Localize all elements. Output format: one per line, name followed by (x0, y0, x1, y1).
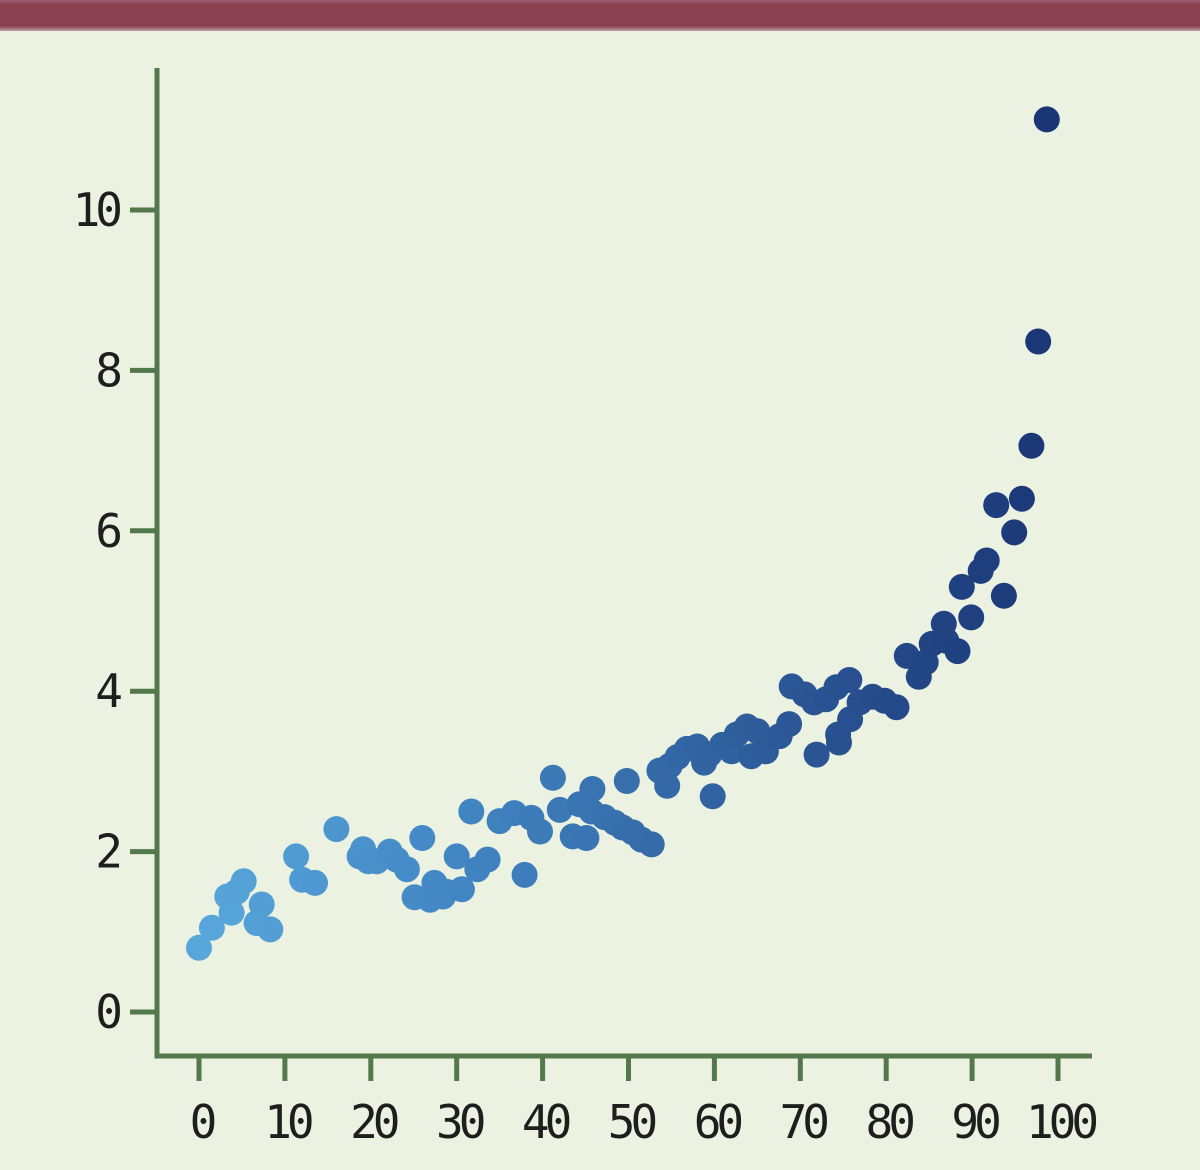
scatter-point (776, 711, 803, 738)
x-tick-label: 70 (780, 1095, 828, 1149)
x-tick-label: 50 (608, 1095, 656, 1149)
scatter-point (948, 573, 975, 600)
scatter-point (654, 772, 681, 799)
scatter-point (257, 916, 284, 943)
scatter-point (323, 816, 350, 843)
scatter-point (527, 818, 553, 845)
scatter-point (944, 638, 971, 665)
scatter-point (744, 718, 771, 745)
scatter-point (573, 825, 600, 851)
scatter-point (458, 798, 485, 825)
scatter-point (1008, 485, 1035, 512)
scatter-point (613, 768, 640, 794)
scatter-point (958, 604, 985, 631)
x-tick-label: 40 (522, 1095, 570, 1149)
scatter-point (283, 843, 310, 870)
y-tick-label: 6 (95, 504, 120, 558)
y-tick-label: 10 (73, 183, 121, 237)
y-tick-label: 2 (95, 825, 119, 879)
scatter-point (409, 825, 436, 851)
scatter-point (393, 856, 420, 883)
scatter-point (474, 846, 501, 873)
axis-ticks (130, 207, 1061, 1081)
y-tick-label: 4 (95, 664, 121, 718)
x-tick-label: 60 (694, 1095, 742, 1149)
scatter-point (186, 934, 212, 961)
scatter-point (248, 891, 275, 918)
scatter-point (836, 667, 863, 693)
scatter-point (539, 764, 566, 791)
scatter-point (230, 868, 257, 895)
axes (154, 68, 1092, 1059)
scatter-point (983, 492, 1010, 519)
scatter-point (973, 547, 1000, 574)
scatter-point (302, 869, 328, 896)
scatter-point (448, 876, 475, 903)
scatter-point (198, 914, 225, 941)
scatter-point (1025, 328, 1052, 355)
scatter-point (990, 582, 1017, 609)
top-accent-bar (0, 0, 1200, 31)
x-tick-label: 80 (866, 1095, 914, 1149)
scatter-point (218, 899, 245, 926)
scatter-point (699, 783, 726, 810)
x-tick-label: 90 (951, 1095, 999, 1149)
y-tick-label: 0 (95, 985, 120, 1039)
scatter-point (1001, 519, 1028, 546)
scatter-point (511, 861, 538, 888)
scatter-point (803, 741, 830, 768)
scatter-point (579, 776, 606, 802)
scatter-point (1018, 432, 1045, 459)
scatter-point (1033, 106, 1060, 133)
scatter-point (546, 796, 573, 823)
x-tick-label: 30 (436, 1095, 484, 1149)
scatter-point (443, 843, 470, 870)
x-tick-label: 10 (264, 1095, 312, 1149)
x-tick-label: 0 (190, 1095, 215, 1149)
scatter-point (883, 694, 910, 721)
x-tick-label: 100 (1026, 1095, 1096, 1149)
scatter-point (638, 831, 665, 858)
y-tick-label: 8 (95, 343, 120, 397)
scatter-points (186, 106, 1060, 961)
scatter-point (826, 729, 852, 756)
x-tick-label: 20 (350, 1095, 398, 1149)
